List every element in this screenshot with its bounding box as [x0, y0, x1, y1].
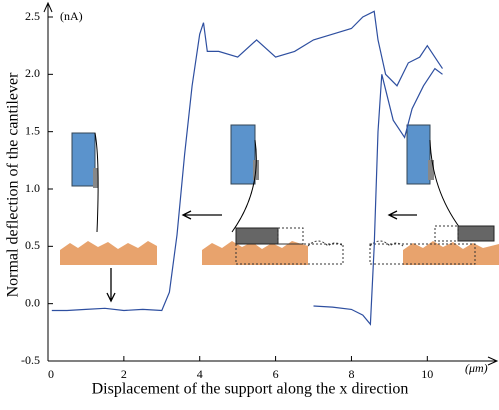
y-tick-label: 0.5: [25, 238, 40, 252]
x-arrow: [487, 356, 499, 366]
data-line: [313, 67, 443, 326]
y-tick-label: -0.5: [21, 353, 40, 367]
y-tick-label: 0.0: [25, 295, 40, 309]
y-tick-label: 1.0: [25, 181, 40, 195]
x-tick-label: 10: [421, 367, 433, 381]
y-unit: (nA): [60, 9, 83, 23]
x-tick-label: 2: [121, 367, 127, 381]
y-tick-label: 2.0: [25, 66, 40, 80]
x-tick-label: 6: [273, 367, 279, 381]
x-unit: (μm): [465, 361, 488, 375]
y-tick-label: 1.5: [25, 123, 40, 137]
data-line: [51, 10, 443, 312]
y-tick-label: 2.5: [25, 9, 40, 23]
x-tick-label: 4: [197, 367, 203, 381]
x-tick-label: 0: [48, 367, 54, 381]
illustration: [60, 124, 499, 303]
x-tick-label: 8: [348, 367, 354, 381]
x-axis-label: Displacement of the support along the x …: [92, 381, 409, 398]
y-arrow: [43, 1, 53, 13]
y-axis-label: Normal deflection of the cantilever: [5, 72, 22, 297]
